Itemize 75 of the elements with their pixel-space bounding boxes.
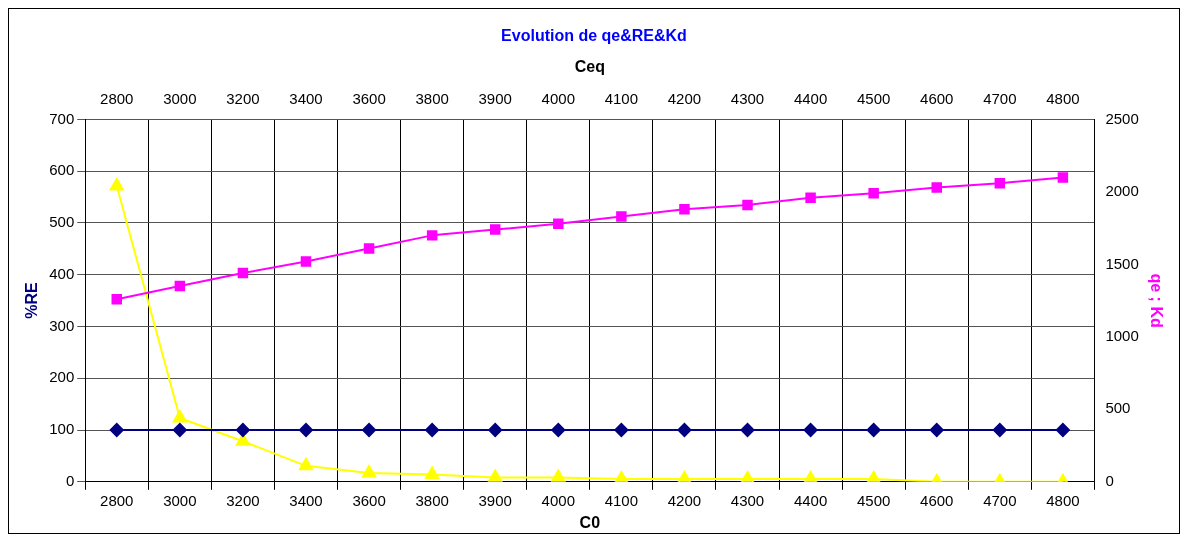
point bbox=[742, 199, 753, 211]
point bbox=[298, 457, 314, 471]
x-tick-label: 3200 bbox=[226, 491, 260, 509]
x-tick-label: 4000 bbox=[541, 491, 575, 509]
point bbox=[425, 466, 440, 480]
point bbox=[300, 256, 312, 267]
category-label: 3800 bbox=[415, 89, 449, 107]
point bbox=[553, 218, 564, 230]
point bbox=[868, 188, 879, 199]
point bbox=[489, 224, 501, 235]
x-tick-label: 4100 bbox=[604, 491, 639, 509]
x-tick-label: 3800 bbox=[415, 491, 449, 509]
category-label: 4800 bbox=[1046, 89, 1080, 107]
point bbox=[805, 192, 816, 203]
x-tick-label: 4400 bbox=[793, 491, 828, 509]
x-tick-label: 2800 bbox=[100, 491, 134, 509]
x-tick-label: 4200 bbox=[667, 491, 702, 509]
point bbox=[109, 178, 124, 191]
x-tick-label: 3000 bbox=[163, 491, 197, 509]
y2-axis-title: qe ; Kd bbox=[1147, 273, 1165, 328]
point bbox=[237, 267, 249, 279]
x-tick-label: 4600 bbox=[920, 491, 954, 509]
point bbox=[174, 280, 186, 292]
category-label: 4600 bbox=[920, 89, 954, 107]
y-tick-label: 200 bbox=[49, 368, 75, 386]
category-label: 3400 bbox=[289, 89, 323, 107]
y-tick-label: 100 bbox=[49, 420, 75, 438]
x-tick-label: 4700 bbox=[983, 491, 1017, 509]
point bbox=[488, 469, 503, 482]
point bbox=[235, 433, 250, 446]
point bbox=[931, 182, 942, 193]
category-label: 2800 bbox=[100, 89, 134, 107]
y-tick-label: 300 bbox=[49, 316, 75, 334]
category-label: 4700 bbox=[983, 89, 1017, 107]
y2-tick-label: 500 bbox=[1105, 399, 1131, 417]
category-label: 3900 bbox=[478, 89, 512, 107]
y2-tick-label: 2500 bbox=[1105, 109, 1139, 127]
point bbox=[616, 211, 627, 222]
x-tick-label: 4500 bbox=[856, 491, 891, 509]
y-tick-label: 600 bbox=[49, 161, 75, 179]
category-label: 3600 bbox=[352, 89, 386, 107]
y2-tick-label: 2000 bbox=[1105, 182, 1139, 200]
category-label: 4000 bbox=[541, 89, 575, 107]
category-label: 4200 bbox=[667, 89, 702, 107]
category-label: 4400 bbox=[793, 89, 828, 107]
y2-tick-label: 0 bbox=[1105, 471, 1114, 489]
point bbox=[994, 177, 1006, 189]
x-tick-label: 3400 bbox=[289, 491, 323, 509]
category-label: 4300 bbox=[730, 89, 765, 107]
x2-axis-title: Ceq bbox=[574, 58, 605, 76]
x-tick-label: 4800 bbox=[1046, 491, 1080, 509]
x-tick-label: 4300 bbox=[730, 491, 765, 509]
point bbox=[679, 204, 690, 215]
category-label: 3200 bbox=[226, 89, 260, 107]
y-tick-label: 500 bbox=[49, 213, 75, 231]
x-tick-label: 3900 bbox=[478, 491, 512, 509]
y-axis-title: %RE bbox=[23, 282, 41, 319]
point bbox=[363, 243, 375, 254]
point bbox=[1057, 172, 1069, 183]
y-tick-label: 0 bbox=[65, 471, 75, 489]
y-tick-label: 700 bbox=[49, 109, 75, 127]
point bbox=[172, 410, 187, 423]
point bbox=[426, 230, 438, 241]
x-tick-label: 3600 bbox=[352, 491, 386, 509]
point bbox=[111, 293, 123, 305]
category-label: 4500 bbox=[856, 89, 891, 107]
y2-tick-label: 1500 bbox=[1105, 254, 1139, 272]
chart-title: Evolution de qe&RE&Kd bbox=[501, 27, 687, 45]
y-tick-label: 400 bbox=[49, 264, 75, 282]
y2-tick-label: 1000 bbox=[1105, 326, 1139, 344]
category-label: 3000 bbox=[163, 89, 197, 107]
category-label: 4100 bbox=[604, 89, 639, 107]
x-axis-title: C0 bbox=[579, 513, 601, 531]
point bbox=[362, 465, 377, 478]
point bbox=[551, 469, 566, 482]
